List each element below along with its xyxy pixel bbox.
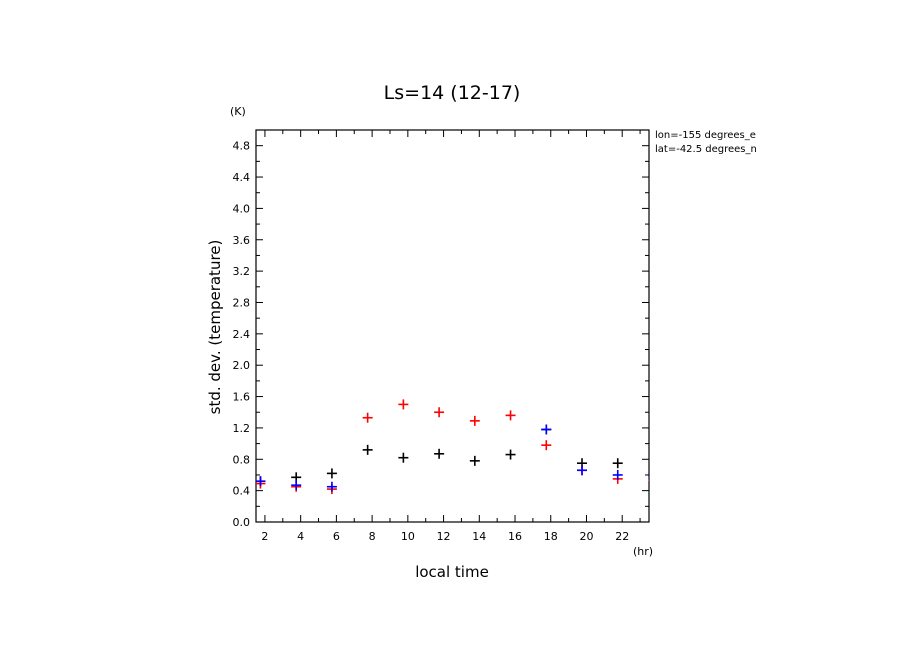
- x-tick-label: 22: [615, 530, 629, 543]
- data-point: [434, 448, 445, 459]
- chart-title: Ls=14 (12-17): [384, 82, 521, 104]
- data-point: [612, 458, 623, 469]
- y-tick-label: 4.8: [233, 140, 251, 153]
- x-axis-label: local time: [415, 563, 489, 581]
- x-tick-label: 12: [437, 530, 451, 543]
- data-point: [541, 424, 552, 435]
- y-tick-label: 3.2: [233, 265, 251, 278]
- y-tick-label: 0.8: [233, 453, 251, 466]
- y-tick-label: 4.0: [233, 202, 251, 215]
- data-point: [612, 469, 623, 480]
- x-tick-label: 14: [472, 530, 486, 543]
- x-axis-ticks: 2 4 6 8 10 12 14 16 18 20 22: [261, 130, 641, 543]
- y-tick-label: 2.0: [233, 359, 251, 372]
- data-point: [326, 468, 337, 479]
- data-point: [469, 455, 480, 466]
- x-tick-label: 16: [508, 530, 522, 543]
- x-tick-label: 4: [297, 530, 304, 543]
- x-unit-label: (hr): [633, 545, 653, 558]
- data-point: [291, 480, 302, 491]
- annotation-lon: lon=-155 degrees_e: [655, 130, 756, 141]
- data-point: [256, 476, 266, 487]
- y-tick-label: 4.4: [233, 171, 251, 184]
- data-point: [577, 465, 588, 476]
- data-point: [398, 452, 409, 463]
- y-tick-label: 3.6: [233, 234, 251, 247]
- data-point: [362, 444, 373, 455]
- plot-frame: [255, 129, 650, 523]
- data-point: [326, 481, 337, 492]
- data-point: [434, 407, 445, 418]
- data-point: [469, 415, 480, 426]
- y-tick-label: 1.6: [233, 391, 251, 404]
- data-point: [398, 399, 409, 410]
- data-point: [505, 410, 516, 421]
- x-tick-label: 10: [401, 530, 415, 543]
- y-unit-label: (K): [230, 105, 246, 118]
- x-tick-label: 18: [544, 530, 558, 543]
- data-point: [505, 449, 516, 460]
- x-tick-label: 20: [579, 530, 593, 543]
- y-tick-label: 0.4: [233, 485, 251, 498]
- data-markers: [256, 399, 649, 495]
- y-tick-label: 2.8: [233, 296, 251, 309]
- y-tick-label: 2.4: [233, 328, 251, 341]
- annotation-lat: lat=-42.5 degrees_n: [655, 144, 757, 155]
- x-tick-label: 8: [369, 530, 376, 543]
- x-tick-label: 6: [333, 530, 340, 543]
- x-tick-label: 2: [261, 530, 268, 543]
- y-tick-label: 0.0: [233, 516, 251, 529]
- y-axis-label: std. dev. (temperature): [206, 240, 224, 415]
- y-axis-ticks: 0.0 0.4 0.8 1.2 1.6 2.0 2.4 2.8 3.2 3.6 4.0 4.4 4.8: [233, 129, 649, 529]
- data-point: [362, 412, 373, 423]
- data-point: [541, 440, 552, 451]
- y-tick-label: 1.2: [233, 422, 251, 435]
